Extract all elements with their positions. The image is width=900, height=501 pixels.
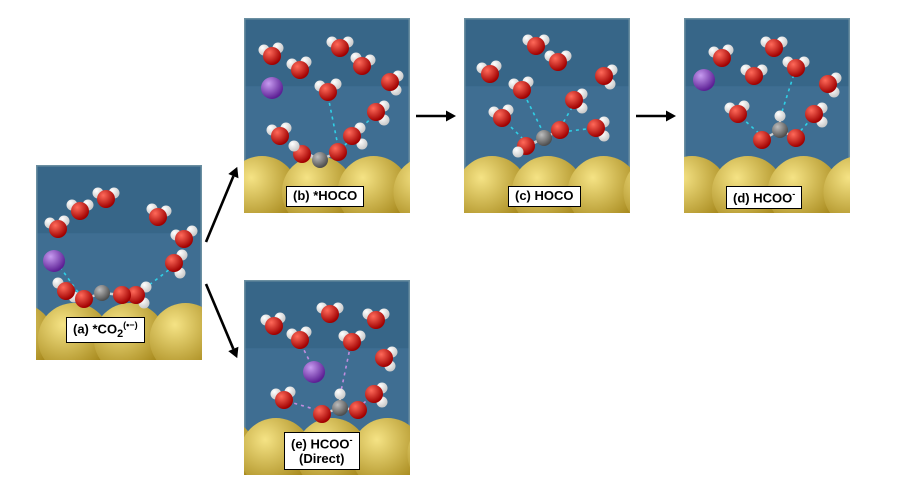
panel-label-d: (d) HCOO- (726, 186, 802, 209)
reaction-diagram: (a) *CO2(•−) (b) *HOCO (c) HOCO (d) HCOO- (e… (0, 0, 900, 501)
panel-b: (b) *HOCO (244, 18, 410, 213)
panel-label-e: (e) HCOO-(Direct) (284, 432, 360, 470)
panel-a: (a) *CO2(•−) (36, 165, 202, 360)
panel-label-c: (c) HOCO (508, 186, 581, 207)
panel-label-a: (a) *CO2(•−) (66, 317, 145, 343)
panel-d: (d) HCOO- (684, 18, 850, 213)
panel-c: (c) HOCO (464, 18, 630, 213)
panel-label-b: (b) *HOCO (286, 186, 364, 207)
panel-e: (e) HCOO-(Direct) (244, 280, 410, 475)
